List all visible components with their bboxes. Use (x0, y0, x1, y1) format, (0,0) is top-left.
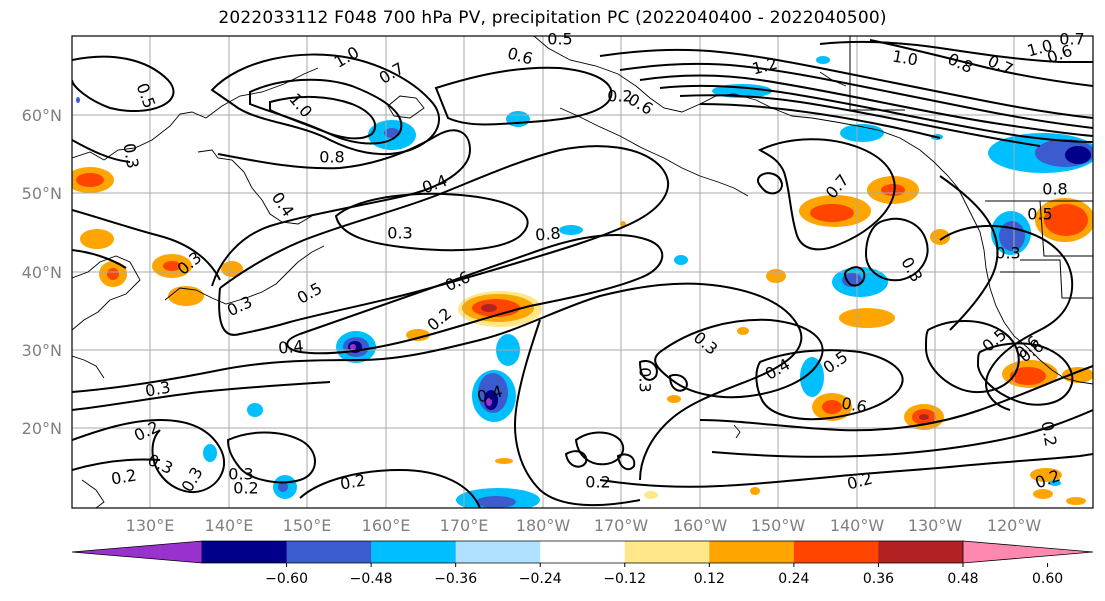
precipitation-shading (72, 56, 1093, 508)
colorbar-tick-label: 0.36 (863, 571, 894, 587)
colorbar-high-extend (962, 540, 1094, 564)
contour-label: 0.3 (387, 224, 412, 243)
longitude-label: 150°E (283, 516, 332, 535)
colorbar-bin (709, 541, 795, 563)
colorbar-tick-label: −0.48 (350, 571, 393, 587)
contour-label: 0.5 (133, 80, 160, 110)
contour-label: 0.2 (585, 473, 610, 492)
colorbar-tick-label: 0.12 (694, 571, 725, 587)
latitude-label: 50°N (22, 184, 62, 203)
contour-label: 0.4 (277, 336, 304, 357)
contour-label: 0.3 (995, 244, 1020, 263)
contour-label: 0.2 (1037, 420, 1060, 448)
colorbar-bin (793, 541, 879, 563)
colorbar-tick-label: 0.48 (947, 571, 978, 587)
contour-label: 0.8 (319, 148, 344, 167)
longitude-labels: 130°E 140°E 150°E 160°E 170°E 180°W 170°W 160°W… (126, 516, 1042, 535)
coastlines (72, 36, 1093, 508)
contour-label: 0.8 (534, 223, 561, 244)
contour-label: 0.7 (376, 59, 408, 88)
contour-label: 0.2 (233, 479, 258, 498)
longitude-label: 160°E (362, 516, 411, 535)
longitude-label: 120°W (987, 516, 1042, 535)
contour-label: 1.0 (891, 46, 919, 69)
contour-label: 0.2 (339, 470, 367, 493)
contour-label: 1.0 (285, 90, 316, 122)
contour-label: 0.7 (1059, 30, 1084, 49)
contour-label: 0.3 (228, 465, 253, 484)
contour-label: 0.3 (144, 377, 172, 400)
contour-label: 0.5 (547, 30, 572, 49)
contour-label: 0.6 (840, 393, 868, 416)
colorbar-bin (202, 541, 288, 563)
graticule (72, 36, 1093, 508)
colorbar-tick-label: 0.24 (778, 571, 809, 587)
contour-label: 0.2 (424, 304, 456, 335)
latitude-label: 30°N (22, 341, 62, 360)
pv-contours (72, 39, 1093, 508)
longitude-label: 170°E (440, 516, 489, 535)
colorbar-tick-labels: −0.60 −0.48 −0.36 −0.24 −0.12 0.12 0.24 0.36 0.4… (265, 563, 1063, 587)
colorbar-bin (286, 541, 372, 563)
longitude-label: 150°W (751, 516, 806, 535)
latitude-label: 20°N (22, 419, 62, 438)
colorbar-tick-label: −0.60 (265, 571, 308, 587)
longitude-label: 130°E (126, 516, 175, 535)
contour-label: 0.8 (1042, 180, 1067, 199)
longitude-label: 140°W (830, 516, 885, 535)
negative-anomaly-patches (76, 56, 1093, 508)
contour-label: 0.3 (119, 142, 142, 170)
colorbar-tick-label: −0.24 (519, 571, 562, 587)
contour-label: 1.0 (331, 43, 363, 72)
plot-frame (71, 35, 1094, 509)
longitude-label: 180°W (516, 516, 571, 535)
longitude-label: 140°E (205, 516, 254, 535)
colorbar-bin (455, 541, 541, 563)
contour-label: 0.3 (636, 367, 655, 392)
latitude-label: 40°N (22, 263, 62, 282)
colorbar-bin (878, 541, 964, 563)
colorbar-tick-label: −0.36 (434, 571, 477, 587)
longitude-label: 170°W (594, 516, 649, 535)
contour-label: 0.6 (442, 267, 473, 295)
contour-label: 0.5 (294, 279, 326, 308)
colorbar-bin (624, 541, 710, 563)
latitude-labels: 60°N 50°N 40°N 30°N 20°N (22, 106, 62, 438)
contour-label: 0.5 (1027, 205, 1052, 224)
longitude-label: 160°W (673, 516, 728, 535)
contour-label: 0.6 (506, 44, 536, 69)
contour-label: 0.2 (110, 465, 138, 488)
contour-label: 0.2 (845, 469, 875, 494)
contour-label: 0.2 (607, 87, 632, 106)
colorbar-bin (371, 541, 457, 563)
colorbar-low-extend (71, 540, 203, 564)
longitude-label: 130°W (908, 516, 963, 535)
latitude-label: 60°N (22, 106, 62, 125)
colorbar-tick-label: −0.12 (603, 571, 646, 587)
colorbar-bin (540, 541, 626, 563)
colorbar-tick-label: 0.60 (1032, 571, 1063, 587)
map-title: 2022033112 F048 700 hPa PV, precipitatio… (218, 8, 887, 28)
colorbar (71, 540, 1094, 564)
